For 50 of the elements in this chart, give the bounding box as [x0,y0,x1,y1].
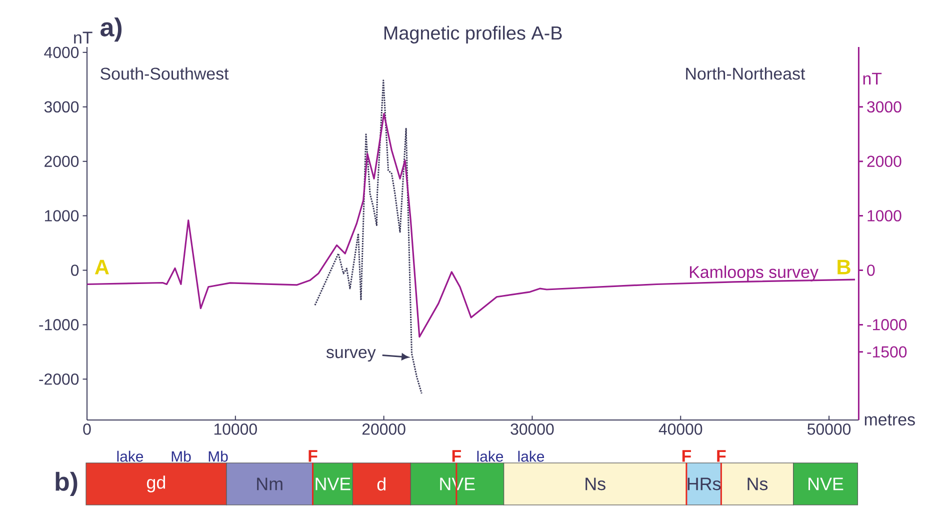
chart-title: Magnetic profiles A-B [384,26,562,44]
y-axis-title: nT [74,32,92,44]
y-tick-label: 4000 [44,46,79,58]
series-label: gd [146,476,166,492]
y2-tick-label: 0 [867,264,875,276]
x-tick-label: 0 [83,424,91,435]
ref-line-label: F [717,450,726,462]
ref-line-label: F [452,450,461,462]
line-series [86,112,856,338]
x-tick-label: 50000 [808,424,851,435]
y2-tick-label: 3000 [867,101,902,113]
x-axis-title: metres [864,414,915,426]
series-label: Ns [586,478,606,490]
annotation: South-Southwest [100,67,229,80]
series-label: NVE [808,478,844,490]
series-label: Kamloops survey [690,266,818,282]
text: a) [100,17,122,42]
annotation: B [838,260,850,274]
y2-tick-label: 1000 [868,210,902,222]
series-label: NVE [316,478,350,490]
series-label: Ns [748,478,768,490]
y-tick-label: 0 [70,264,79,276]
y-tick-label: 2000 [44,156,79,167]
x-tick-label: 10000 [214,424,257,435]
y2-tick-label: -1500 [867,346,907,358]
x-tick-label: 40000 [658,424,702,435]
text: Mb [172,450,191,462]
y2-tick-label: -1000 [867,319,907,330]
text: lake [477,450,504,462]
y2-tick-label: 2000 [867,156,902,167]
annotation: North-Northeast [686,67,806,80]
series-label: d [377,477,386,491]
text: lake [518,450,544,462]
annotation: A [94,260,109,274]
y-tick-label: -2000 [39,374,79,385]
ref-line-label: F [308,450,318,462]
text: Mb [208,450,228,462]
ref-line-label: F [682,450,691,462]
line-series [314,80,422,394]
text: lake [117,450,144,462]
series-label: Nm [257,478,282,490]
y2-axis-title: nT [863,72,882,84]
x-tick-label: 30000 [510,424,554,435]
y-tick-label: 1000 [44,210,79,222]
legend-label: survey [326,348,376,362]
y-tick-label: -1000 [39,319,79,330]
text: b) [56,472,78,496]
series-label: HRs [688,478,721,490]
x-tick-label: 20000 [362,424,406,435]
y-tick-label: 3000 [44,101,79,113]
